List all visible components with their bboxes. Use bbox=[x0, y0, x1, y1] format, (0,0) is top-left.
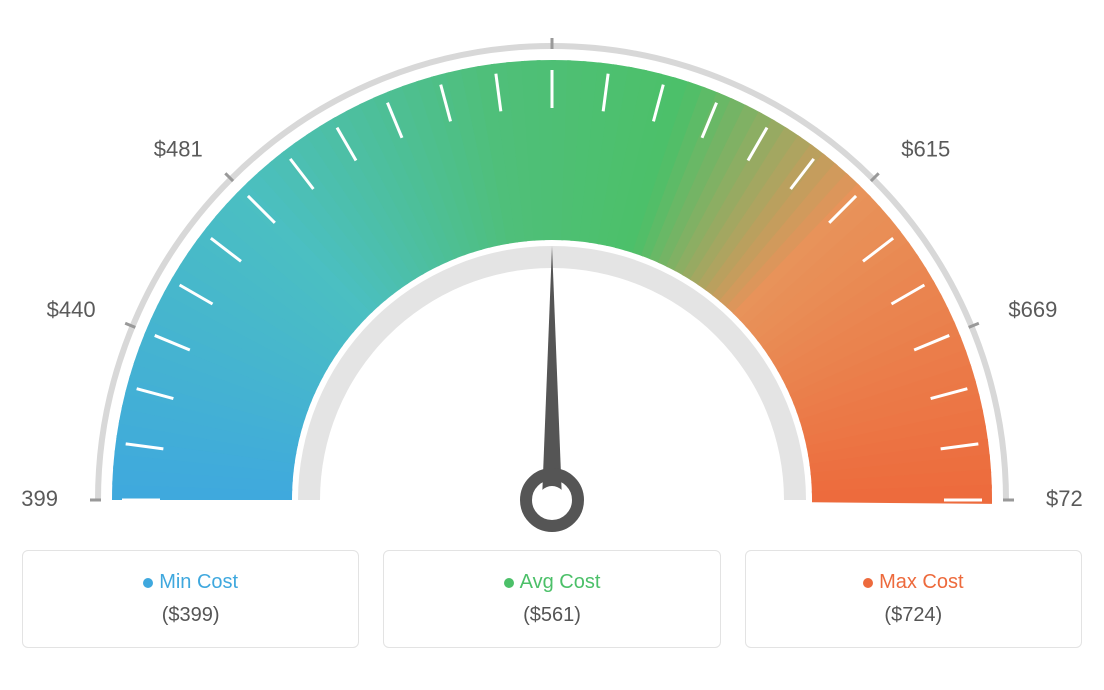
max-cost-card: Max Cost ($724) bbox=[745, 550, 1082, 648]
min-cost-card: Min Cost ($399) bbox=[22, 550, 359, 648]
svg-text:$440: $440 bbox=[47, 297, 96, 322]
max-cost-label-text: Max Cost bbox=[879, 571, 963, 593]
min-cost-value: ($399) bbox=[33, 604, 348, 627]
svg-text:$669: $669 bbox=[1008, 297, 1057, 322]
avg-cost-label-text: Avg Cost bbox=[520, 571, 601, 593]
avg-cost-label: Avg Cost bbox=[394, 571, 709, 594]
cost-legend: Min Cost ($399) Avg Cost ($561) Max Cost… bbox=[22, 550, 1082, 648]
min-cost-label-text: Min Cost bbox=[159, 571, 238, 593]
svg-text:$399: $399 bbox=[22, 486, 58, 511]
avg-cost-value: ($561) bbox=[394, 604, 709, 627]
max-cost-value: ($724) bbox=[756, 604, 1071, 627]
svg-text:$481: $481 bbox=[154, 137, 203, 162]
svg-text:$724: $724 bbox=[1046, 486, 1082, 511]
max-cost-label: Max Cost bbox=[756, 571, 1071, 594]
cost-gauge-chart: $399$440$481$561$615$669$724 bbox=[22, 20, 1082, 540]
min-dot-icon bbox=[143, 578, 153, 588]
avg-cost-card: Avg Cost ($561) bbox=[383, 550, 720, 648]
max-dot-icon bbox=[863, 578, 873, 588]
avg-dot-icon bbox=[504, 578, 514, 588]
svg-text:$615: $615 bbox=[901, 137, 950, 162]
min-cost-label: Min Cost bbox=[33, 571, 348, 594]
